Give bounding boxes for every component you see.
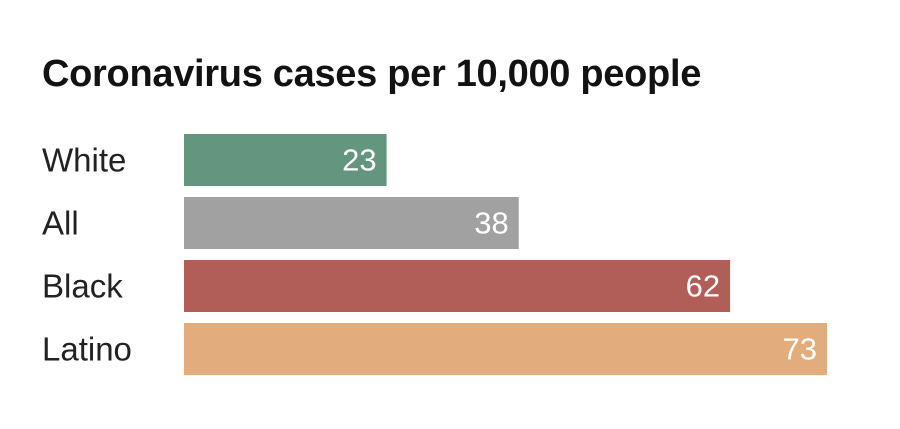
bar-black [184,260,731,312]
value-label-black: 62 [686,269,720,304]
bar-white [184,134,387,186]
category-label-latino: Latino [42,331,132,368]
category-label-white: White [42,142,126,179]
category-label-black: Black [42,268,123,305]
value-label-all: 38 [474,206,508,241]
bar-latino [184,323,827,375]
chart-title: Coronavirus cases per 10,000 people [42,53,702,95]
bar-all [184,197,519,249]
category-label-all: All [42,205,79,242]
value-label-latino: 73 [783,332,817,367]
value-label-white: 23 [342,143,376,178]
